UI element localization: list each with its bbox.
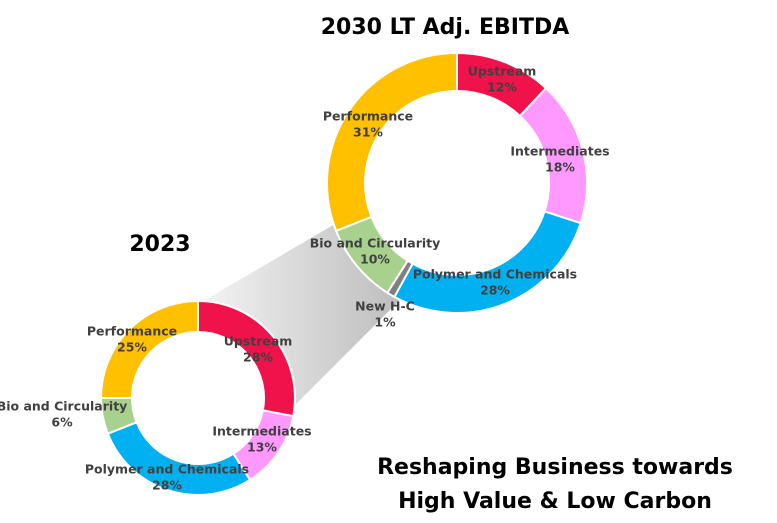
donut-segment bbox=[326, 51, 458, 233]
segment-label: Performance bbox=[323, 109, 413, 124]
segment-label: Bio and Circularity bbox=[310, 236, 441, 251]
value-label: 12% bbox=[487, 80, 517, 95]
annotation: High Value & Low Carbon bbox=[398, 489, 712, 514]
segment-label: Intermediates bbox=[510, 144, 609, 159]
donut-segment bbox=[99, 299, 199, 399]
segment-label: Polymer and Chemicals bbox=[413, 267, 577, 282]
value-label: 10% bbox=[360, 252, 390, 267]
value-label: 31% bbox=[353, 125, 383, 140]
annotation: Reshaping Business towards bbox=[377, 455, 733, 480]
chart-title: 2023 bbox=[129, 232, 190, 257]
segment-label: Bio and Circularity bbox=[0, 399, 127, 414]
value-label: 6% bbox=[51, 415, 73, 430]
segment-label: Upstream bbox=[468, 64, 537, 79]
value-label: 28% bbox=[480, 283, 510, 298]
donut-segment bbox=[393, 210, 582, 314]
segment-label: Polymer and Chemicals bbox=[85, 462, 249, 477]
value-label: 25% bbox=[117, 340, 147, 355]
chart-title: 2030 LT Adj. EBITDA bbox=[321, 15, 570, 40]
value-label: 1% bbox=[374, 315, 396, 330]
value-label: 13% bbox=[247, 440, 277, 455]
segment-label: Upstream bbox=[224, 334, 293, 349]
segment-label: Intermediates bbox=[212, 424, 311, 439]
segment-label: New H-C bbox=[355, 299, 415, 314]
segment-label: Performance bbox=[87, 324, 177, 339]
zoom-funnel bbox=[200, 218, 400, 408]
value-label: 28% bbox=[152, 478, 182, 493]
value-label: 28% bbox=[243, 350, 273, 365]
value-label: 18% bbox=[545, 160, 575, 175]
